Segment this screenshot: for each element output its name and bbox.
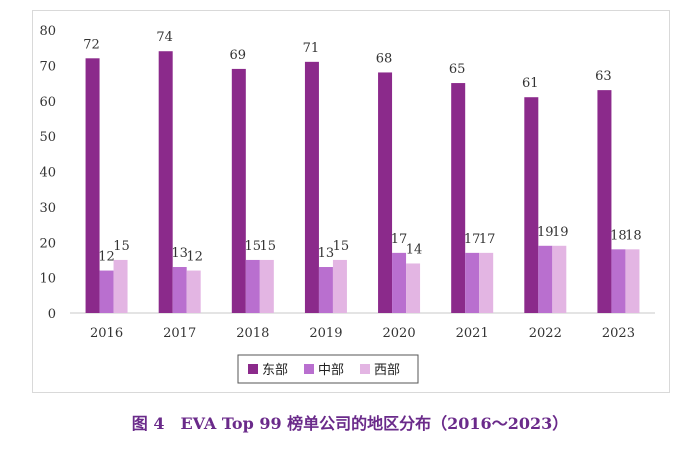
y-tick-label: 40 xyxy=(39,166,56,181)
y-tick-label: 70 xyxy=(39,59,56,74)
y-tick-label: 60 xyxy=(39,95,56,110)
data-label: 15 xyxy=(260,239,277,254)
data-label: 63 xyxy=(595,69,612,84)
x-tick-label: 2020 xyxy=(383,326,416,341)
x-tick-label: 2022 xyxy=(529,326,562,341)
bar xyxy=(99,270,114,313)
bar xyxy=(611,249,626,313)
bar xyxy=(465,252,480,313)
bar xyxy=(113,259,128,313)
bar xyxy=(451,83,466,313)
data-label: 17 xyxy=(391,232,408,247)
y-tick-label: 80 xyxy=(39,24,56,39)
legend-label: 中部 xyxy=(318,363,344,378)
bar xyxy=(479,252,494,313)
bar xyxy=(85,58,100,313)
data-label: 15 xyxy=(113,239,130,254)
data-label: 12 xyxy=(186,250,203,265)
data-label: 61 xyxy=(522,76,539,91)
bar xyxy=(172,267,187,313)
legend-label: 东部 xyxy=(262,363,288,378)
y-tick-label: 50 xyxy=(39,130,56,145)
data-label: 71 xyxy=(303,41,320,56)
bar xyxy=(378,72,393,313)
data-label: 14 xyxy=(406,242,423,257)
data-label: 18 xyxy=(625,228,642,243)
bar xyxy=(524,97,539,314)
bar xyxy=(406,263,421,313)
data-label: 74 xyxy=(156,30,173,45)
bar xyxy=(332,259,347,313)
data-label: 12 xyxy=(98,250,115,265)
legend-label: 西部 xyxy=(374,363,400,378)
data-label: 18 xyxy=(610,228,627,243)
data-label: 15 xyxy=(245,239,262,254)
legend-swatch xyxy=(360,364,370,374)
data-label: 13 xyxy=(318,246,335,261)
data-label: 68 xyxy=(376,51,393,66)
x-tick-label: 2019 xyxy=(309,326,342,341)
bar xyxy=(259,259,274,313)
y-tick-label: 20 xyxy=(39,236,56,251)
y-tick-label: 30 xyxy=(39,201,56,216)
bar xyxy=(392,252,407,313)
x-tick-label: 2017 xyxy=(163,326,196,341)
data-labels: 7212157413126915157113156817146517176119… xyxy=(83,30,641,264)
x-axis: 2016 2017 2018 2019 2020 2021 2022 2023 xyxy=(70,312,655,341)
y-axis: 0 10 20 30 40 50 60 70 80 xyxy=(39,24,56,322)
legend-swatch xyxy=(248,364,258,374)
x-tick-label: 2016 xyxy=(90,326,123,341)
data-label: 19 xyxy=(552,225,569,240)
bar xyxy=(625,249,640,313)
bar xyxy=(186,270,201,313)
data-label: 19 xyxy=(537,225,554,240)
figure-caption: 图 4 EVA Top 99 榜单公司的地区分布（2016～2023） xyxy=(131,414,569,433)
bar xyxy=(538,245,553,313)
bar xyxy=(231,68,246,313)
y-tick-label: 10 xyxy=(39,272,56,287)
bars xyxy=(85,51,640,314)
data-label: 15 xyxy=(333,239,350,254)
legend-swatch xyxy=(304,364,314,374)
y-tick-label: 0 xyxy=(48,307,56,322)
bar xyxy=(304,61,319,314)
bar xyxy=(552,245,567,313)
legend: 东部 中部 西部 xyxy=(237,354,419,384)
bar xyxy=(597,90,612,313)
bar xyxy=(245,259,260,313)
data-label: 17 xyxy=(464,232,481,247)
data-label: 69 xyxy=(230,48,247,63)
bar xyxy=(318,267,333,313)
legend-box xyxy=(237,354,419,384)
x-tick-label: 2021 xyxy=(456,326,489,341)
data-label: 17 xyxy=(479,232,496,247)
data-label: 65 xyxy=(449,62,466,77)
x-tick-label: 2018 xyxy=(236,326,269,341)
data-label: 72 xyxy=(83,37,100,52)
bar xyxy=(158,51,173,313)
data-label: 13 xyxy=(171,246,188,261)
x-tick-label: 2023 xyxy=(602,326,635,341)
chart-frame xyxy=(32,10,670,393)
